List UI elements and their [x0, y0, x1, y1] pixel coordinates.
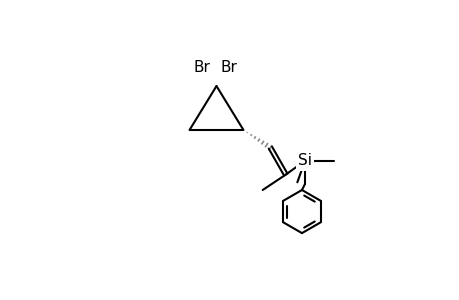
Text: Br: Br: [220, 60, 237, 75]
Text: Si: Si: [297, 153, 311, 168]
Text: Br: Br: [193, 60, 210, 75]
